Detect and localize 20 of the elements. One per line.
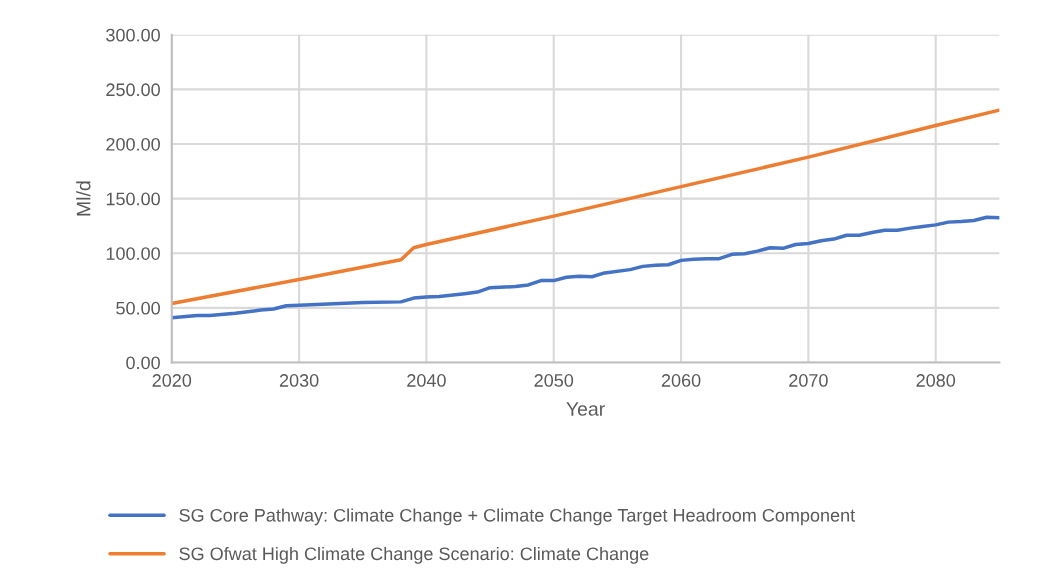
x-tick-label: 2070 — [789, 374, 828, 387]
y-tick-label: 300.00 — [106, 28, 160, 42]
x-tick-label: 2030 — [279, 374, 319, 387]
x-tick-label: 2020 — [152, 374, 192, 387]
y-tick-label: 200.00 — [106, 137, 160, 151]
legend-label: SG Ofwat High Climate Change Scenario: Climate Change — [179, 546, 649, 564]
y-tick-label: 150.00 — [106, 192, 160, 206]
y-axis-title: Ml/d — [76, 181, 91, 216]
x-tick-label: 2040 — [407, 374, 446, 387]
y-tick-label: 100.00 — [106, 247, 160, 260]
y-tick-label: 250.00 — [106, 83, 160, 97]
line-series — [171, 215, 1000, 320]
x-tick-label: 2050 — [534, 374, 574, 387]
legend-label: SG Core Pathway: Climate Change + Climate Change Target Headroom Component — [179, 508, 856, 526]
x-axis-title: Year — [566, 402, 605, 416]
y-tick-label: 0.00 — [126, 356, 160, 370]
line-series — [171, 108, 1000, 306]
x-tick-label: 2060 — [661, 374, 701, 387]
x-tick-label: 2080 — [916, 374, 956, 387]
y-tick-label: 50.00 — [116, 301, 160, 315]
